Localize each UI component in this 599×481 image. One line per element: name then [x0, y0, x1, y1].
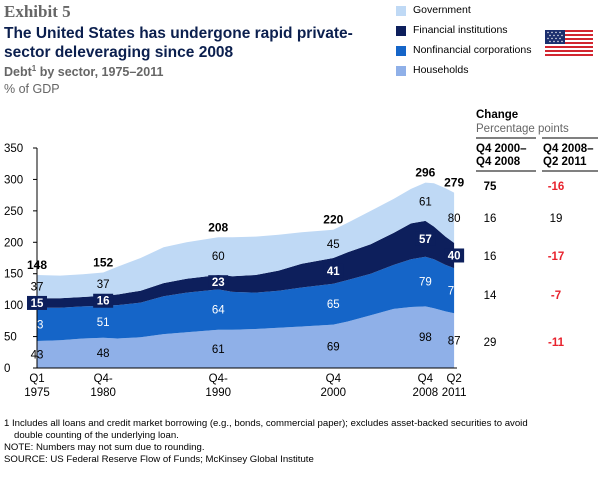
- segment-value-label: 65: [327, 299, 340, 311]
- change-value: -11: [548, 337, 565, 349]
- y-tick-label: 100: [4, 300, 23, 312]
- segment-value-label: 61: [419, 197, 432, 209]
- label-backdrop: [208, 275, 229, 290]
- y-tick-label: 200: [4, 237, 23, 249]
- segment-value-label: 45: [327, 239, 340, 251]
- segment-value-label: 64: [212, 305, 225, 317]
- total-value-label: 296: [415, 166, 435, 180]
- column-header-2008-2011: Q2 2011: [543, 156, 587, 168]
- legend-label-government: Government: [413, 4, 471, 16]
- change-value: 75: [484, 181, 497, 193]
- segment-value-label: 37: [31, 282, 44, 294]
- segment-value-label: 23: [212, 277, 225, 289]
- label-backdrop: [444, 248, 465, 263]
- change-subheading: Percentage points: [476, 123, 569, 135]
- subtitle-text: Debt: [4, 65, 32, 80]
- subtitle-range: by sector, 1975–2011: [36, 65, 164, 80]
- segment-value-label: 37: [97, 279, 110, 291]
- us-flag-icon: [545, 30, 593, 56]
- legend-swatch-financial-institutions: [396, 26, 406, 36]
- x-tick-label: 2011: [442, 387, 467, 399]
- change-value: -7: [551, 290, 561, 302]
- x-tick-label: 1990: [205, 387, 231, 399]
- area-households: [37, 306, 455, 368]
- chart-subtitle: Debt1 by sector, 1975–2011: [4, 64, 163, 79]
- total-value-label: 208: [208, 220, 228, 234]
- x-tick-label: Q4-: [94, 373, 113, 385]
- footnote-marker: 1: [31, 64, 37, 73]
- change-value: -17: [548, 251, 565, 263]
- segment-value-label: 61: [212, 344, 225, 356]
- x-tick-label: 2008: [413, 387, 439, 399]
- footnote-note: NOTE: Numbers may not sum due to roundin…: [4, 442, 205, 453]
- x-tick-label: Q4: [418, 373, 434, 385]
- chart-title: The United States has undergone rapid pr…: [4, 25, 353, 61]
- segment-value-label: 87: [448, 336, 461, 348]
- footnote-source: SOURCE: US Federal Reserve Flow of Funds…: [4, 454, 314, 465]
- y-tick-label: 300: [4, 174, 23, 186]
- y-tick-label: 250: [4, 206, 23, 218]
- segment-value-label: 41: [327, 266, 340, 278]
- segment-value-label: 48: [97, 348, 110, 360]
- total-value-label: 279: [444, 176, 464, 190]
- segment-value-label: 60: [212, 251, 225, 263]
- segment-value-label: 80: [448, 213, 461, 225]
- legend-label-nonfinancial-corporations: Nonfinancial corporations: [413, 44, 532, 56]
- y-tick-label: 50: [4, 332, 17, 344]
- unit-label: % of GDP: [4, 82, 60, 96]
- label-backdrop: [415, 231, 436, 246]
- segment-value-label: 16: [97, 296, 110, 308]
- segment-value-label: 43: [31, 349, 44, 361]
- x-tick-label: Q4: [326, 373, 342, 385]
- change-value: 29: [484, 337, 497, 349]
- total-value-label: 152: [93, 255, 113, 269]
- x-tick-label: Q2: [446, 373, 461, 385]
- legend-label-financial-institutions: Financial institutions: [413, 24, 508, 36]
- label-backdrop: [323, 263, 344, 278]
- y-tick-label: 0: [4, 363, 10, 375]
- column-header-2000-2008: Q4 2008: [476, 156, 521, 168]
- label-backdrop: [27, 295, 47, 310]
- change-value: 16: [484, 251, 497, 263]
- segment-value-label: 15: [31, 298, 44, 310]
- x-tick-label: Q4-: [209, 373, 228, 385]
- x-tick-label: 2000: [321, 387, 347, 399]
- total-value-label: 220: [323, 213, 343, 227]
- x-tick-label: 1975: [24, 387, 50, 399]
- segment-value-label: 53: [31, 319, 44, 331]
- footnote-1-continued: double counting of the underlying loan.: [14, 430, 179, 441]
- debt-chart: 050100150200250300350Q11975Q4-1980Q4-199…: [4, 109, 598, 399]
- y-tick-label: 350: [4, 143, 23, 155]
- legend-swatch-government: [396, 6, 406, 16]
- y-tick-label: 150: [4, 269, 23, 281]
- column-header-2008-2011: Q4 2008–: [543, 143, 594, 155]
- exhibit-label: Exhibit 5: [4, 2, 71, 21]
- area-government: [37, 182, 455, 299]
- footnote-1: 1 Includes all loans and credit market b…: [4, 418, 528, 429]
- column-header-2000-2008: Q4 2000–: [476, 143, 527, 155]
- segment-value-label: 69: [327, 341, 340, 353]
- total-value-label: 148: [27, 258, 47, 272]
- area-nonfinancial-corporations: [37, 256, 455, 341]
- segment-value-label: 40: [448, 250, 461, 262]
- x-tick-label: 1980: [90, 387, 116, 399]
- legend-swatch-nonfinancial-corporations: [396, 46, 406, 56]
- label-backdrop: [93, 293, 114, 308]
- segment-value-label: 79: [419, 277, 432, 289]
- segment-value-label: 72: [448, 286, 461, 298]
- x-tick-label: Q1: [29, 373, 44, 385]
- segment-value-label: 51: [97, 317, 110, 329]
- segment-value-label: 57: [419, 234, 432, 246]
- change-value: 14: [484, 290, 497, 302]
- area-financial-institutions: [37, 220, 455, 308]
- legend-swatch-households: [396, 66, 406, 76]
- change-value: -16: [548, 181, 565, 193]
- legend-label-households: Households: [413, 64, 469, 76]
- change-value: 16: [484, 213, 497, 225]
- change-heading: Change: [476, 109, 518, 121]
- change-value: 19: [550, 213, 563, 225]
- footnotes: 1 Includes all loans and credit market b…: [4, 418, 596, 466]
- segment-value-label: 98: [419, 332, 432, 344]
